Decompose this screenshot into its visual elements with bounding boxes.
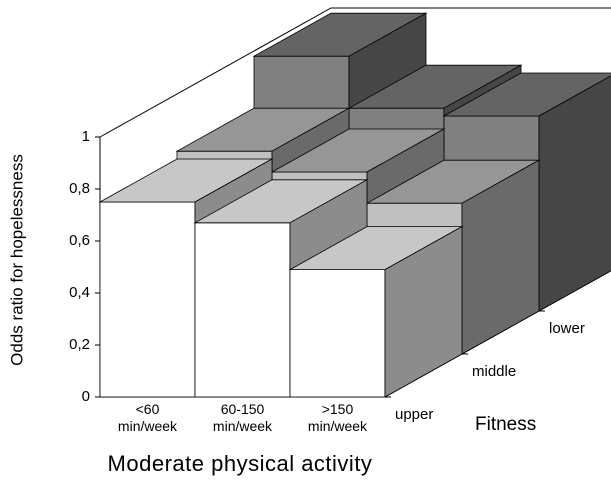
y-axis-title: Odds ratio for hopelessness xyxy=(7,154,26,366)
bar-front xyxy=(289,269,386,398)
y-tick-label: 0,6 xyxy=(69,232,90,249)
bar-top xyxy=(442,72,611,117)
z-axis-title: Fitness xyxy=(475,414,536,435)
y-tick-label: 0,8 xyxy=(69,180,90,197)
x-axis-title: Moderate physical activity xyxy=(108,451,373,476)
x-tick-label: >150 min/week xyxy=(307,401,368,434)
row-label: middle xyxy=(472,363,516,380)
labels: lower middle upper <60 min/week 60-150 min/w… xyxy=(117,310,585,434)
bars xyxy=(98,12,611,398)
bar-front xyxy=(194,222,291,398)
row-label: upper xyxy=(395,406,433,423)
bar-3d xyxy=(288,225,464,398)
back-wall-edge xyxy=(99,7,611,138)
y-tick-label: 0,4 xyxy=(69,284,90,301)
row-label: lower xyxy=(549,320,585,337)
bar-front xyxy=(99,201,196,398)
y-tick-label: 1 xyxy=(82,128,90,145)
x-tick-label: 60-150 min/week xyxy=(212,401,273,434)
y-tick-label: 0,2 xyxy=(69,336,90,353)
x-tick-label-box: >150 min/week xyxy=(307,401,368,434)
x-tick-label-box: 60-150 min/week xyxy=(212,401,273,434)
y-tick-label: 0 xyxy=(82,388,90,405)
x-tick-label: <60 min/week xyxy=(117,401,178,434)
x-tick-label-box: <60 min/week xyxy=(117,401,178,434)
